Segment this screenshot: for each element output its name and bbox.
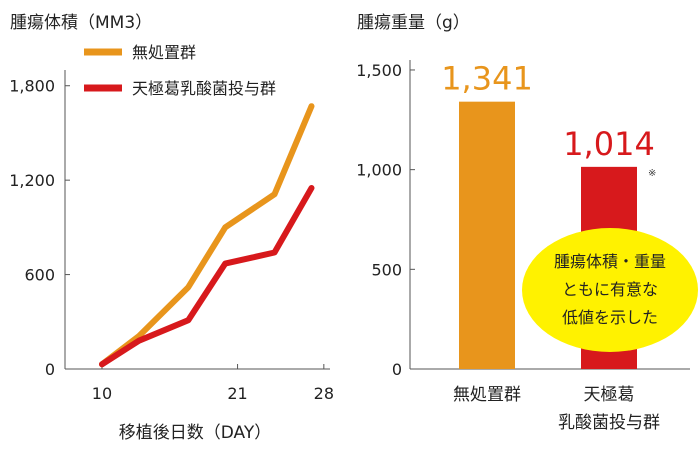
- line-x-axis-label: 移植後日数（DAY）: [119, 423, 272, 443]
- bar-y-tick-label: 1,500: [356, 61, 402, 80]
- line-x-tick-label: 10: [92, 384, 112, 403]
- bar-chart-title: 腫瘍重量（g）: [357, 13, 470, 33]
- line-series-treated: [99, 185, 315, 368]
- bar-value-label-treated: 1,014: [563, 125, 655, 163]
- line-series-untreated: [99, 103, 315, 368]
- callout-line-1: 腫瘍体積・重量: [554, 252, 666, 271]
- bar-y-tick-label: 1,000: [356, 161, 402, 180]
- line-y-tick-label: 600: [24, 266, 55, 285]
- bar-y-tick-label: 500: [371, 260, 402, 279]
- bar-y-tick-label: 0: [392, 360, 402, 379]
- line-series-group: [99, 103, 315, 368]
- callout-ellipse: [522, 228, 698, 352]
- bar-asterisk: ※: [648, 168, 656, 179]
- line-legend: 無処置群 天極葛乳酸菌投与群: [84, 43, 276, 98]
- line-chart: 腫瘍体積（MM3） 無処置群 天極葛乳酸菌投与群 06001,2001,800 …: [9, 13, 334, 443]
- callout-line-3: 低値を示した: [562, 308, 658, 327]
- line-chart-title: 腫瘍体積（MM3）: [10, 13, 152, 33]
- line-y-tick-label: 1,800: [9, 77, 55, 96]
- line-x-tick-label: 28: [314, 384, 334, 403]
- line-x-tick-label: 21: [227, 384, 247, 403]
- bar-untreated: [459, 101, 515, 369]
- line-y-tick-label: 0: [45, 360, 55, 379]
- line-y-ticks: 0 600 1,200 1,800: [9, 77, 70, 379]
- callout-bubble: 腫瘍体積・重量 ともに有意な 低値を示した: [522, 228, 698, 352]
- legend-label-untreated: 無処置群: [132, 43, 196, 62]
- bar-value-label-untreated: 1,341: [441, 60, 533, 98]
- line-y-tick-label: 1,200: [9, 171, 55, 190]
- legend-label-treated: 天極葛乳酸菌投与群: [132, 79, 276, 98]
- bar-chart: 腫瘍重量（g） 0 500 1,000 1,500 1,341 1,014 ※ 腫瘍体積…: [356, 13, 698, 433]
- callout-line-2: ともに有意な: [562, 280, 658, 299]
- bar-category-label-treated-line1: 天極葛: [584, 385, 635, 405]
- bar-category-label-untreated: 無処置群: [453, 385, 521, 405]
- bar-y-ticks: 0 500 1,000 1,500: [356, 61, 415, 379]
- bar-category-label-treated-line2: 乳酸菌投与群: [558, 413, 660, 433]
- line-x-ticks: 10 21 28: [92, 364, 334, 403]
